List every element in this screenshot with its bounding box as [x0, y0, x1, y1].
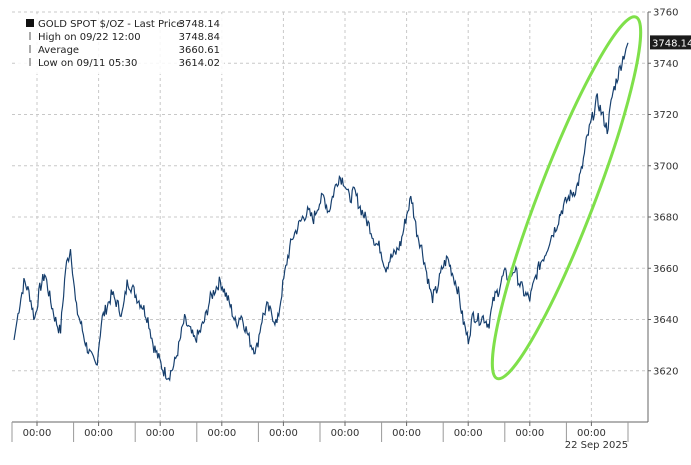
- legend-box: [16, 14, 224, 74]
- x-tick-label: 00:00: [84, 428, 113, 439]
- x-tick-label: 00:00: [23, 428, 52, 439]
- legend-entry-value: 3614.02: [179, 58, 220, 69]
- legend-swatch-series: [26, 19, 34, 27]
- legend-entry-label: GOLD SPOT $/OZ - Last Price: [38, 19, 182, 30]
- legend-entry-value: 3660.61: [179, 45, 220, 56]
- y-tick-label: 3760: [653, 8, 678, 19]
- series-line-shadow: [13, 42, 629, 381]
- legend-entry-value: 3748.84: [179, 32, 220, 43]
- x-tick-label: 00:00: [331, 428, 360, 439]
- x-tick-label: 00:00: [577, 428, 606, 439]
- x-tick-label: 00:00: [392, 428, 421, 439]
- price-series: [13, 42, 629, 382]
- x-tick-label: 00:00: [515, 428, 544, 439]
- legend-entry-value: 3748.14: [179, 19, 220, 30]
- y-tick-label: 3740: [653, 59, 678, 70]
- x-tick-label: 00:00: [269, 428, 298, 439]
- y-tick-label: 3620: [653, 366, 678, 377]
- x-date-label: 22 Sep 2025: [565, 440, 628, 451]
- y-tick-label: 3680: [653, 213, 678, 224]
- series-line-gold-spot: [13, 42, 629, 382]
- highlight-ellipse: [490, 15, 643, 381]
- y-tick-label: 3640: [653, 315, 678, 326]
- legend-entry-label: Low on 09/11 05:30: [38, 58, 137, 69]
- last-price-label: 3748.14: [652, 38, 691, 49]
- last-price-badge: [650, 35, 691, 50]
- legend-entry-label: High on 09/22 12:00: [38, 32, 141, 43]
- x-tick-label: 00:00: [146, 428, 175, 439]
- trend-annotation: [490, 15, 643, 381]
- y-tick-label: 3700: [653, 161, 678, 172]
- x-tick-label: 00:00: [207, 428, 236, 439]
- y-tick-label: 3660: [653, 264, 678, 275]
- axes: 3620 3640 3660 3680 3700 3720 3740 3760 00:00 00:…: [11, 8, 691, 451]
- legend-entry-label: Average: [38, 45, 79, 56]
- x-tick-label: 00:00: [454, 428, 483, 439]
- y-tick-label: 3720: [653, 110, 678, 121]
